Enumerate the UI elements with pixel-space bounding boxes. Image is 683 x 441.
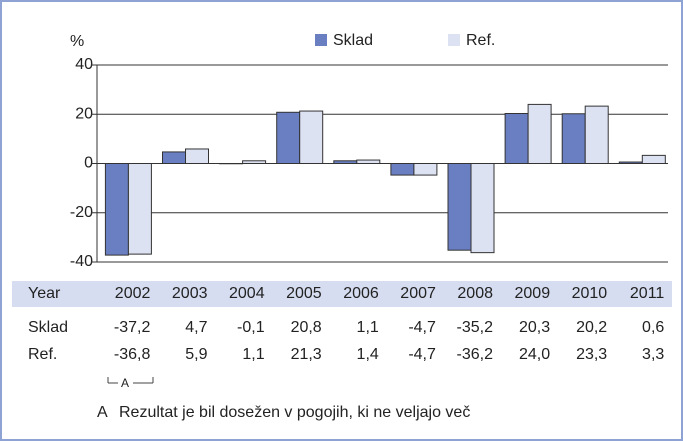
table-value: 1,1 (242, 346, 264, 363)
y-tick-label: -40 (70, 253, 93, 270)
bar (584, 105, 609, 164)
bar (356, 159, 381, 165)
bar (470, 163, 495, 254)
table-value: 23,3 (576, 346, 607, 363)
table-value: -37,2 (114, 319, 151, 336)
table-value: 20,2 (576, 319, 607, 336)
bar (299, 110, 324, 164)
y-axis-label: % (70, 33, 84, 50)
header-year: 2005 (286, 285, 322, 302)
annotation-marker: A (121, 376, 129, 390)
header-year: 2010 (572, 285, 608, 302)
bar (390, 163, 415, 176)
table-value: -35,2 (457, 319, 494, 336)
bar (561, 113, 586, 164)
bar (276, 111, 301, 164)
table-value: 3,3 (642, 346, 664, 363)
header-label: Year (28, 285, 61, 302)
table-value: -4,7 (408, 346, 436, 363)
table-value: 20,3 (519, 319, 550, 336)
header-year: 2007 (400, 285, 436, 302)
table-value: 1,1 (357, 319, 379, 336)
y-tick-label: 20 (75, 105, 93, 122)
bar (333, 160, 358, 164)
bar (447, 163, 472, 251)
header-year: 2009 (515, 285, 551, 302)
header-year: 2008 (457, 285, 493, 302)
table-value: 1,4 (357, 346, 379, 363)
bar (618, 161, 643, 165)
table-value: 21,3 (291, 346, 322, 363)
y-tick-label: 40 (75, 56, 93, 73)
legend-swatch (315, 34, 327, 46)
header-year: 2006 (343, 285, 379, 302)
bar (413, 163, 438, 176)
bar (504, 113, 529, 165)
table-value: -36,8 (114, 346, 151, 363)
table-value: 0,6 (642, 319, 664, 336)
bar (242, 160, 267, 164)
table-value: -4,7 (408, 319, 436, 336)
table-value: 5,9 (185, 346, 207, 363)
table-value: 4,7 (185, 319, 207, 336)
footnote: Rezultat je bil dosežen v pogojih, ki ne… (119, 404, 470, 421)
y-tick-label: -20 (70, 204, 93, 221)
legend-swatch (448, 34, 460, 46)
header-year: 2011 (630, 285, 665, 302)
header-year: 2004 (229, 285, 265, 302)
table-value: -36,2 (457, 346, 494, 363)
row-label: Ref. (28, 346, 57, 363)
bar (127, 163, 152, 255)
footnote-marker: A (97, 404, 108, 421)
table-value: 24,0 (519, 346, 550, 363)
header-year: 2003 (172, 285, 208, 302)
table-value: -0,1 (237, 319, 265, 336)
header-row (12, 281, 672, 307)
bar (162, 151, 187, 165)
table-value: 20,8 (291, 319, 322, 336)
bar (527, 103, 552, 164)
bar (641, 154, 666, 164)
bar (104, 163, 129, 256)
y-tick-label: 0 (84, 155, 93, 172)
legend-label: Ref. (466, 32, 495, 49)
bar (185, 148, 210, 165)
row-label: Sklad (28, 319, 68, 336)
header-year: 2002 (115, 285, 151, 302)
legend-label: Sklad (333, 32, 373, 49)
